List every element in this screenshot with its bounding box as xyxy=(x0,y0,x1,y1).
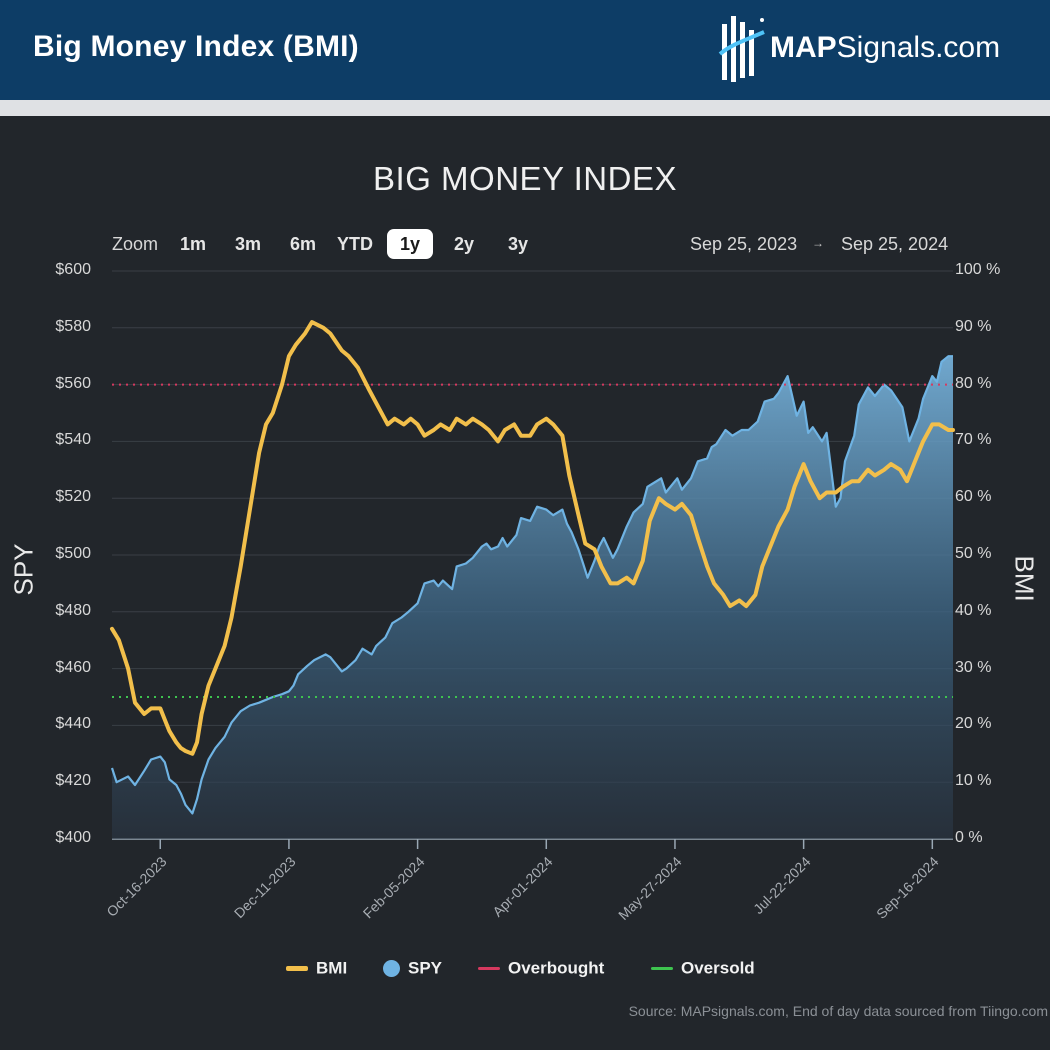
legend-item-oversold[interactable]: Oversold xyxy=(651,958,755,980)
y-right-tick-label: 0 % xyxy=(955,829,983,846)
mapsignals-logo-icon xyxy=(718,16,765,82)
y-left-tick-label: $500 xyxy=(55,545,91,562)
separator-band xyxy=(0,100,1050,116)
range-start-date[interactable]: Sep 25, 2023 xyxy=(690,234,798,254)
page-title: Big Money Index (BMI) xyxy=(33,30,359,63)
source-note: Source: MAPsignals.com, End of day data … xyxy=(628,1003,1048,1019)
y-right-tick-label: 80 % xyxy=(955,374,992,392)
zoom-button-1m[interactable]: 1m xyxy=(179,234,206,254)
y-right-tick-label: 30 % xyxy=(955,658,992,676)
zoom-label: Zoom xyxy=(112,234,159,254)
legend-item-spy[interactable]: SPY xyxy=(383,958,442,980)
y-left-tick-label: $600 xyxy=(55,261,91,278)
logo-text-bold: MAP xyxy=(770,31,837,64)
y-right-tick-label: 90 % xyxy=(955,317,992,335)
legend-bmi-swatch xyxy=(286,966,308,972)
y-left-tick-label: $560 xyxy=(55,374,91,392)
zoom-button-1y[interactable]: 1y xyxy=(387,229,433,259)
y-right-tick-label: 60 % xyxy=(955,488,992,506)
legend-spy-label: SPY xyxy=(408,958,443,978)
y-left-tick-label: $540 xyxy=(55,431,91,449)
y-left-tick-label: $420 xyxy=(55,772,91,790)
y-left-tick-label: $440 xyxy=(55,715,91,733)
zoom-button-3m[interactable]: 3m xyxy=(234,234,261,254)
y-right-tick-label: 70 % xyxy=(955,431,992,449)
legend-bmi-label: BMI xyxy=(316,958,348,978)
zoom-button-ytd[interactable]: YTD xyxy=(337,234,373,254)
y-right-tick-label: 20 % xyxy=(955,715,992,733)
legend-oversold-label: Oversold xyxy=(681,958,755,978)
y-left-tick-label: $520 xyxy=(55,488,91,506)
chart-title: BIG MONEY INDEX xyxy=(373,160,677,197)
y-left-tick-label: $400 xyxy=(55,829,91,846)
logo-text: MAPSignals.com xyxy=(770,31,1000,65)
y-right-tick-label: 100 % xyxy=(955,261,1001,278)
zoom-button-3y[interactable]: 3y xyxy=(507,234,529,254)
mapsignals-logo[interactable]: MAPSignals.com xyxy=(718,14,1018,86)
range-arrow-icon: → xyxy=(812,236,824,250)
legend-item-overbought[interactable]: Overbought xyxy=(478,958,604,980)
legend-oversold-swatch xyxy=(651,967,673,971)
y-right-tick-label: 10 % xyxy=(955,772,992,790)
legend-overbought-swatch xyxy=(478,967,500,971)
legend-spy-swatch xyxy=(383,960,400,978)
logo-text-rest: Signals.com xyxy=(836,31,1001,64)
range-end-date[interactable]: Sep 25, 2024 xyxy=(841,234,949,254)
header-bar: Big Money Index (BMI) MAPSignals.com xyxy=(0,0,1050,100)
legend-item-bmi[interactable]: BMI xyxy=(286,958,347,980)
y-right-tick-label: 50 % xyxy=(955,545,992,562)
y-left-tick-label: $580 xyxy=(55,317,91,335)
spy-area xyxy=(112,356,953,839)
y-left-tick-label: $480 xyxy=(55,601,91,619)
legend-overbought-label: Overbought xyxy=(508,958,605,978)
zoom-button-2y[interactable]: 2y xyxy=(453,234,475,254)
y-left-tick-label: $460 xyxy=(55,658,91,676)
y-right-tick-label: 40 % xyxy=(955,601,992,619)
zoom-button-6m[interactable]: 6m xyxy=(289,234,316,254)
bmi-line xyxy=(110,320,955,756)
spy-line xyxy=(110,355,953,815)
